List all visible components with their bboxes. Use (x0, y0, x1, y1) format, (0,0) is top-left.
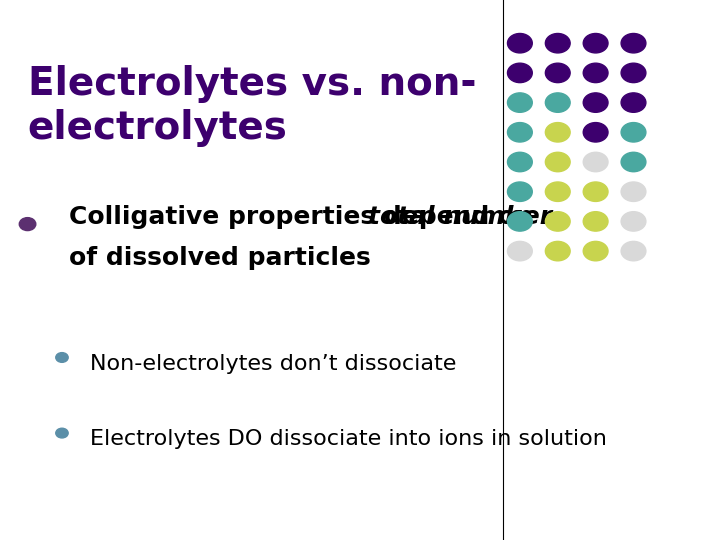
Circle shape (545, 182, 570, 201)
Circle shape (508, 241, 532, 261)
Text: of dissolved particles: of dissolved particles (69, 246, 371, 269)
Text: Colligative properties depend on: Colligative properties depend on (69, 205, 542, 229)
Circle shape (508, 212, 532, 231)
Circle shape (583, 123, 608, 142)
Circle shape (583, 152, 608, 172)
Circle shape (583, 241, 608, 261)
Circle shape (621, 93, 646, 112)
Circle shape (545, 33, 570, 53)
Circle shape (508, 182, 532, 201)
Circle shape (545, 123, 570, 142)
Circle shape (621, 182, 646, 201)
Circle shape (621, 123, 646, 142)
Circle shape (545, 63, 570, 83)
Circle shape (545, 93, 570, 112)
Circle shape (19, 218, 36, 231)
Circle shape (621, 63, 646, 83)
Circle shape (508, 63, 532, 83)
Circle shape (508, 33, 532, 53)
Circle shape (583, 33, 608, 53)
Circle shape (621, 33, 646, 53)
Text: Electrolytes vs. non-
electrolytes: Electrolytes vs. non- electrolytes (27, 65, 476, 147)
Text: Non-electrolytes don’t dissociate: Non-electrolytes don’t dissociate (89, 354, 456, 374)
Circle shape (545, 212, 570, 231)
Circle shape (55, 428, 68, 438)
Circle shape (508, 123, 532, 142)
Text: Electrolytes DO dissociate into ions in solution: Electrolytes DO dissociate into ions in … (89, 429, 606, 449)
Text: total number: total number (369, 205, 552, 229)
Circle shape (621, 212, 646, 231)
Circle shape (621, 241, 646, 261)
Circle shape (583, 182, 608, 201)
Circle shape (508, 93, 532, 112)
Circle shape (583, 212, 608, 231)
Circle shape (545, 152, 570, 172)
Circle shape (55, 353, 68, 362)
Circle shape (583, 93, 608, 112)
Circle shape (583, 63, 608, 83)
Circle shape (508, 152, 532, 172)
Circle shape (545, 241, 570, 261)
Circle shape (621, 152, 646, 172)
